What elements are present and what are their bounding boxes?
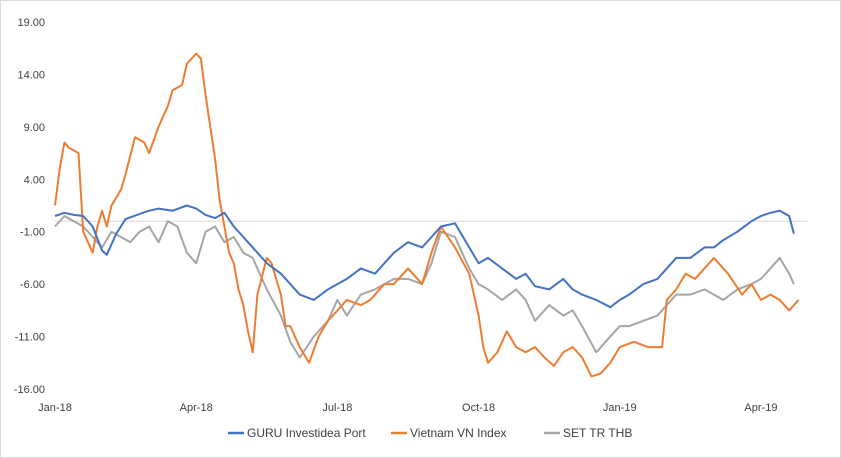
- y-tick-label: 4.00: [24, 174, 45, 186]
- x-tick-label: Jan-18: [38, 402, 72, 414]
- legend-label: Vietnam VN Index: [410, 426, 507, 440]
- y-tick-label: -16.00: [14, 384, 45, 396]
- x-tick-label: Apr-19: [744, 402, 777, 414]
- y-tick-label: 9.00: [24, 122, 45, 134]
- x-tick-label: Apr-18: [180, 402, 213, 414]
- legend-label: GURU Investidea Port: [247, 426, 366, 440]
- x-tick-label: Oct-18: [462, 402, 495, 414]
- y-tick-label: -6.00: [20, 279, 45, 291]
- y-tick-label: 14.00: [17, 69, 45, 81]
- legend-label: SET TR THB: [563, 426, 632, 440]
- x-tick-label: Jan-19: [603, 402, 637, 414]
- series-line-vietnam-vn-index: [54, 52, 800, 378]
- y-tick-label: -11.00: [15, 332, 45, 344]
- y-tick-label: 19.00: [17, 17, 45, 29]
- series-line-set-tr-thb: [54, 215, 795, 359]
- series-line-guru-investidea-port: [54, 204, 795, 309]
- x-tick-label: Jul-18: [322, 402, 352, 414]
- y-tick-label: -1.00: [20, 227, 45, 239]
